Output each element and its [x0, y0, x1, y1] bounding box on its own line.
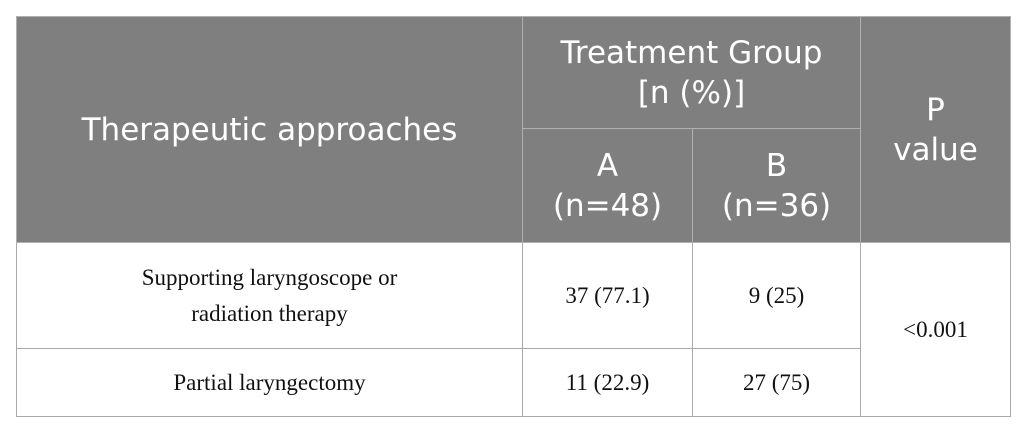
cell: 27 (75)	[691, 348, 862, 417]
header-row: Therapeutic approaches Treatment Group […	[16, 16, 1012, 243]
header-cell: Treatment Group [n (%)]	[521, 16, 862, 129]
cell: 9 (25)	[691, 242, 862, 349]
cell: 37 (77.1)	[522, 242, 693, 349]
cell: <0.001	[860, 242, 1012, 417]
body-row: Supporting laryngoscope or radiation the…	[16, 242, 1012, 417]
header-cell: Therapeutic approaches	[16, 16, 523, 243]
cell: Partial laryngectomy	[16, 348, 523, 417]
header-cell: P value	[860, 16, 1012, 243]
header-row: A (n=48) B (n=36)	[17, 128, 1011, 243]
cell: Supporting laryngoscope or radiation the…	[16, 242, 523, 349]
results-table: Therapeutic approaches Treatment Group […	[16, 16, 1012, 417]
header-cell: A (n=48)	[522, 128, 693, 243]
body-row: Partial laryngectomy 11 (22.9) 27 (75)	[16, 348, 1011, 417]
cell: 11 (22.9)	[522, 348, 693, 417]
header-cell: B (n=36)	[691, 128, 862, 243]
